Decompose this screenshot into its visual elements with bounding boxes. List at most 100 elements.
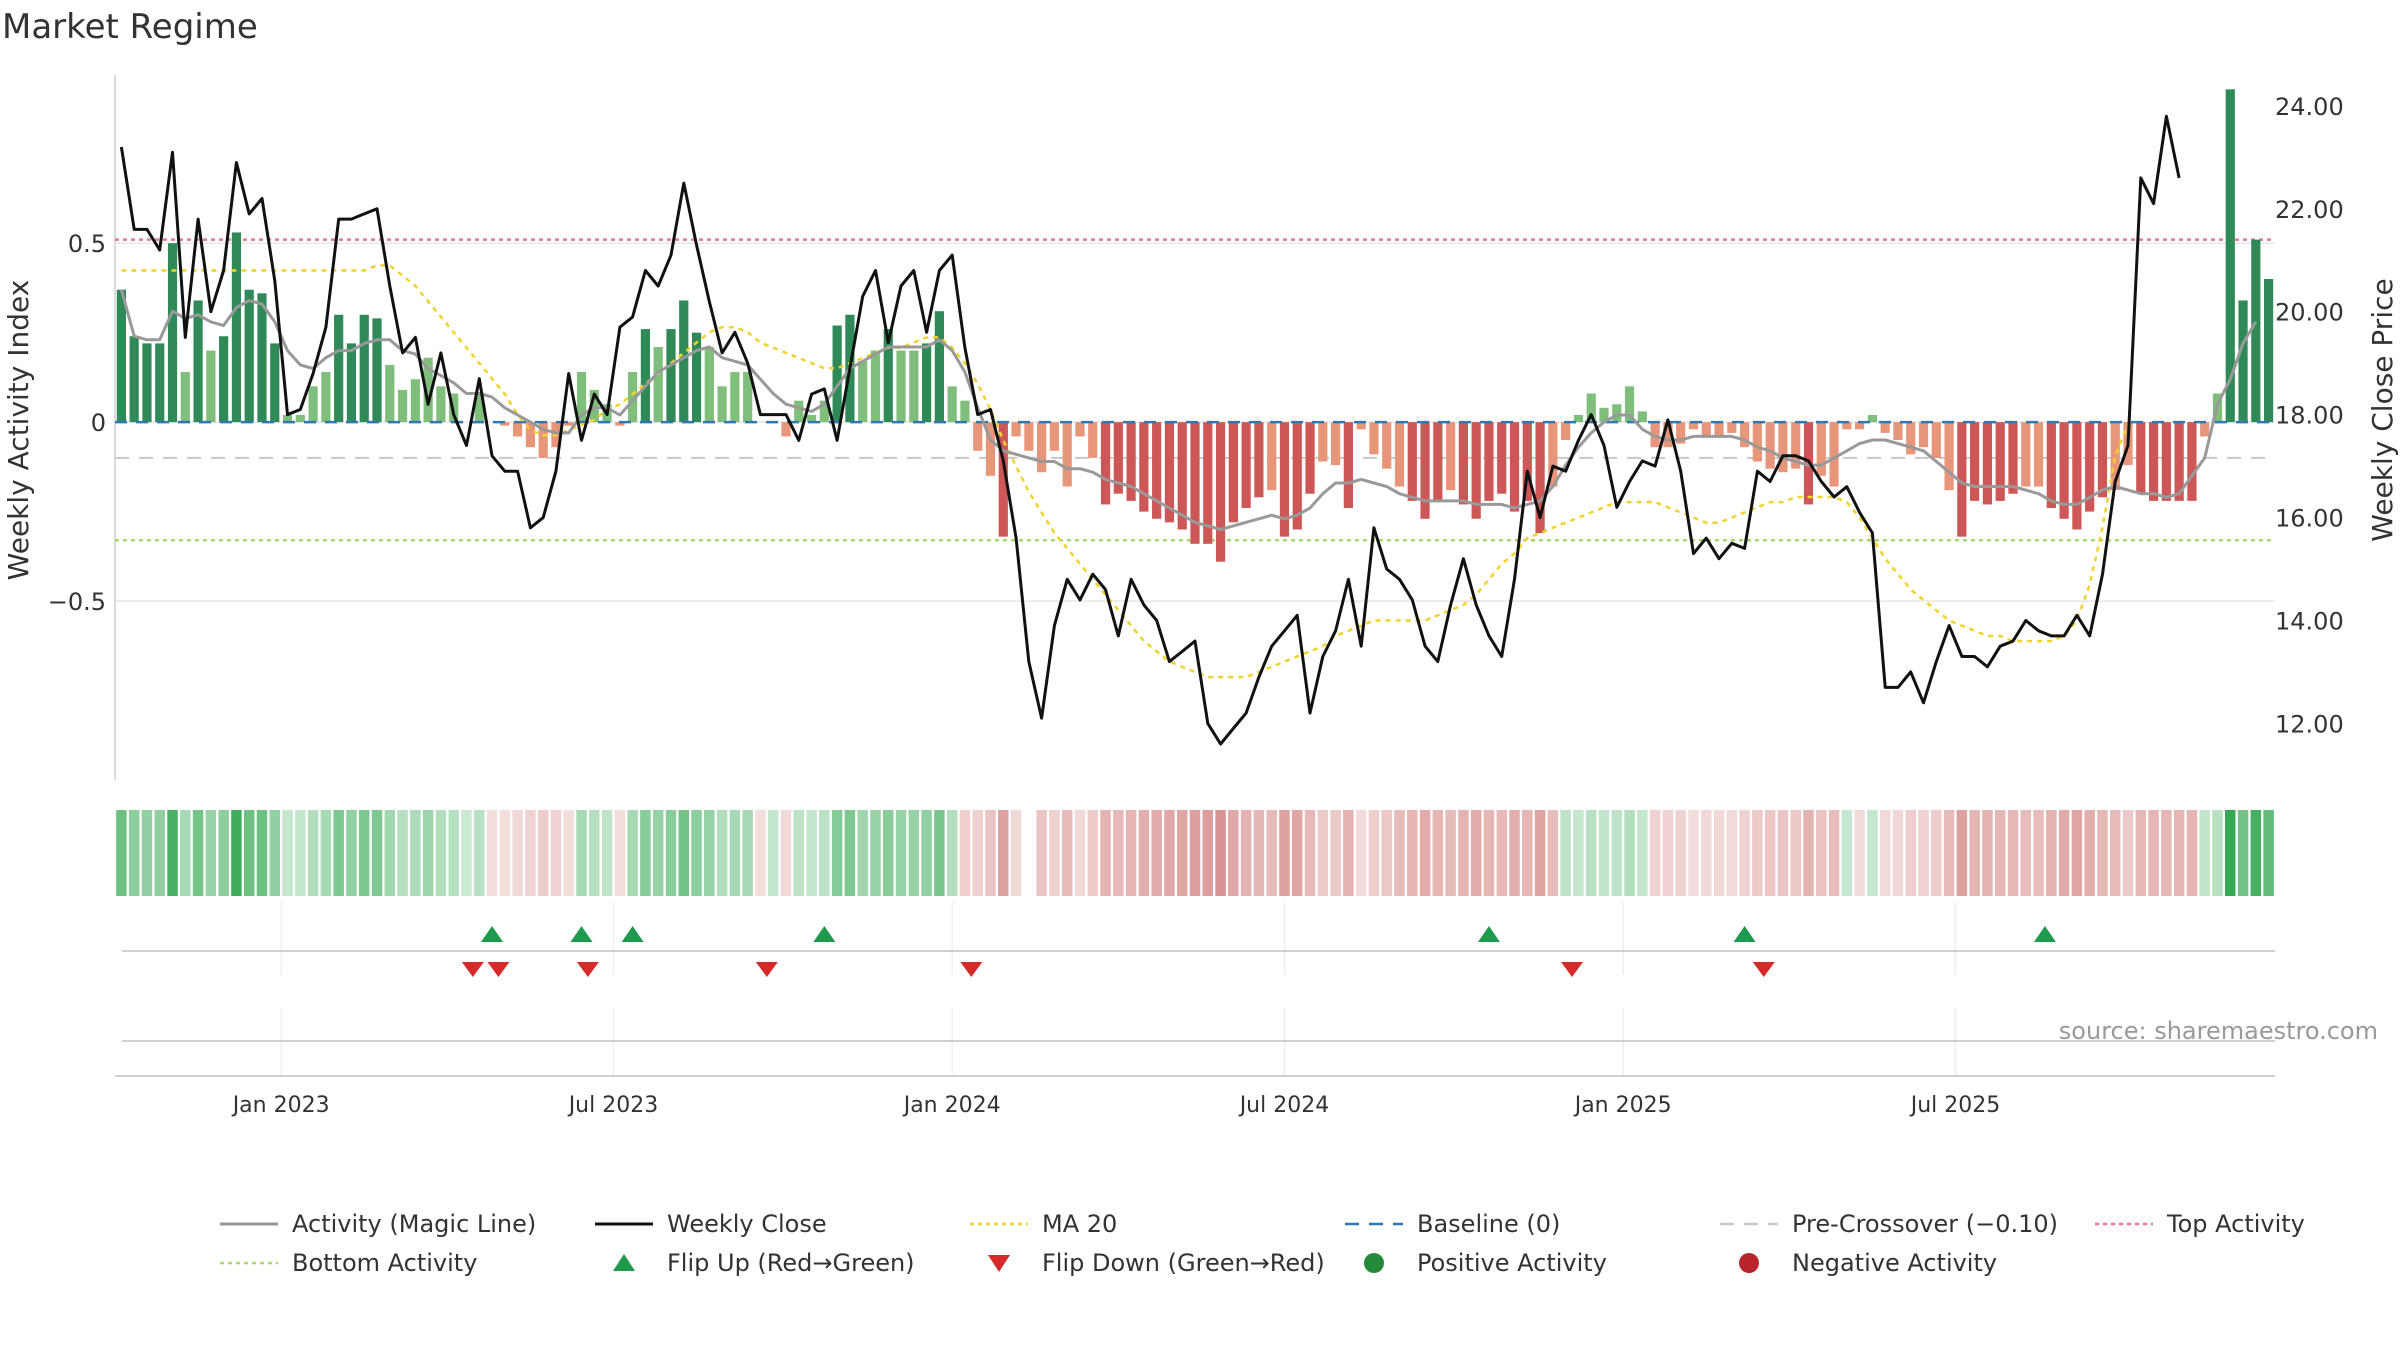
activity-bar-negative <box>1778 422 1788 473</box>
regime-cell <box>410 810 421 896</box>
activity-bar-negative <box>1037 422 1047 473</box>
regime-cell <box>205 810 217 896</box>
regime-cell <box>1049 810 1060 896</box>
regime-cell <box>1202 810 1214 896</box>
activity-bar-negative <box>2174 422 2184 501</box>
regime-cell <box>180 810 191 896</box>
regime-cell <box>985 810 996 896</box>
regime-cell <box>231 810 242 896</box>
regime-cell <box>435 810 447 896</box>
regime-cell <box>537 810 549 896</box>
regime-cell <box>1662 810 1674 896</box>
regime-cell <box>1675 810 1686 896</box>
activity-bar-negative <box>1394 422 1405 487</box>
flip-up-marker <box>813 926 836 942</box>
regime-cell <box>908 810 920 896</box>
legend-label: Pre-Crossover (−0.10) <box>1792 1210 2058 1238</box>
activity-bar-negative <box>1829 422 1839 487</box>
regime-cell <box>678 810 689 896</box>
regime-cell <box>2135 810 2147 896</box>
regime-cell <box>2033 810 2044 896</box>
regime-cell <box>1803 810 1814 896</box>
regime-cell <box>614 810 626 896</box>
activity-bar-negative <box>1918 422 1929 448</box>
flip-down-marker <box>1752 962 1775 977</box>
regime-cell <box>1061 810 1073 896</box>
regime-cell <box>525 810 536 896</box>
activity-bar-negative <box>2200 422 2210 437</box>
activity-bar-positive <box>334 314 344 423</box>
activity-bar-negative <box>525 422 535 448</box>
regime-cell <box>652 810 664 896</box>
activity-bar-negative <box>1011 422 1021 437</box>
activity-bar-negative <box>2136 422 2146 494</box>
regime-cell <box>1407 810 1418 896</box>
regime-cell <box>1560 810 1571 896</box>
activity-bar-negative <box>1458 422 1469 505</box>
regime-cell <box>1994 810 2006 896</box>
regime-cell <box>320 810 332 896</box>
activity-bar-negative <box>1305 422 1315 494</box>
regime-cell <box>1036 810 1047 896</box>
right-tick-label: 14.00 <box>2275 607 2344 635</box>
regime-cell <box>1151 810 1162 896</box>
activity-bar-negative <box>1982 422 1993 505</box>
activity-bar-positive <box>295 414 305 423</box>
regime-cell <box>499 810 511 896</box>
regime-cell <box>895 810 907 896</box>
regime-cell <box>486 810 498 896</box>
regime-cell <box>793 810 805 896</box>
regime-cell <box>729 810 741 896</box>
lower-panel <box>115 1008 2275 1077</box>
regime-cell <box>742 810 753 896</box>
regime-cell <box>1496 810 1507 896</box>
activity-bar-negative <box>1164 422 1175 523</box>
regime-cell <box>857 810 868 896</box>
regime-cell <box>1176 810 1188 896</box>
activity-bar-negative <box>1267 422 1277 491</box>
regime-cell <box>2225 810 2236 896</box>
legend-label: Negative Activity <box>1792 1249 1997 1277</box>
activity-bar-negative <box>1241 422 1251 509</box>
regime-cell <box>2212 810 2223 896</box>
regime-cell <box>716 810 728 896</box>
activity-bar-negative <box>1855 422 1865 430</box>
activity-bar-positive <box>2264 278 2274 423</box>
flip-up-marker <box>621 926 644 942</box>
regime-cell <box>1330 810 1341 896</box>
left-tick-label: −0.5 <box>48 588 106 616</box>
regime-cell <box>2097 810 2108 896</box>
regime-cell <box>946 810 958 896</box>
x-axis: Jan 2023 Jul 2023 Jan 2024 Jul 2024 Jan 2025… <box>231 1093 2001 1118</box>
activity-bar-positive <box>883 329 893 423</box>
activity-bar-positive <box>832 325 842 423</box>
activity-bar-positive <box>896 350 906 423</box>
activity-bar-positive <box>743 372 753 423</box>
activity-bar-positive <box>193 300 203 423</box>
regime-cell <box>1381 810 1392 896</box>
activity-bar-negative <box>1203 422 1213 544</box>
activity-bar-negative <box>500 422 510 426</box>
activity-bar-negative <box>538 422 548 458</box>
regime-cell <box>384 810 396 896</box>
regime-cell <box>1752 810 1763 896</box>
activity-bar-negative <box>2097 422 2108 498</box>
regime-cell <box>755 810 766 896</box>
activity-bar-negative <box>1100 422 1111 505</box>
activity-bar-negative <box>1765 422 1775 469</box>
activity-bar-positive <box>1599 407 1609 423</box>
activity-bar-negative <box>1062 422 1072 487</box>
activity-bar-positive <box>858 361 868 423</box>
activity-bar-negative <box>1509 422 1520 512</box>
activity-bar-negative <box>1548 422 1558 487</box>
activity-bar-positive <box>308 386 318 423</box>
activity-bar-negative <box>1816 422 1826 476</box>
legend-label: Baseline (0) <box>1417 1210 1560 1238</box>
activity-bar-positive <box>206 350 216 423</box>
activity-bar-negative <box>1279 422 1290 537</box>
regime-cell <box>1432 810 1444 896</box>
regime-cell <box>422 810 434 896</box>
right-tick-label: 24.00 <box>2275 93 2344 121</box>
activity-bar-positive <box>960 400 970 423</box>
regime-cell <box>2148 810 2159 896</box>
